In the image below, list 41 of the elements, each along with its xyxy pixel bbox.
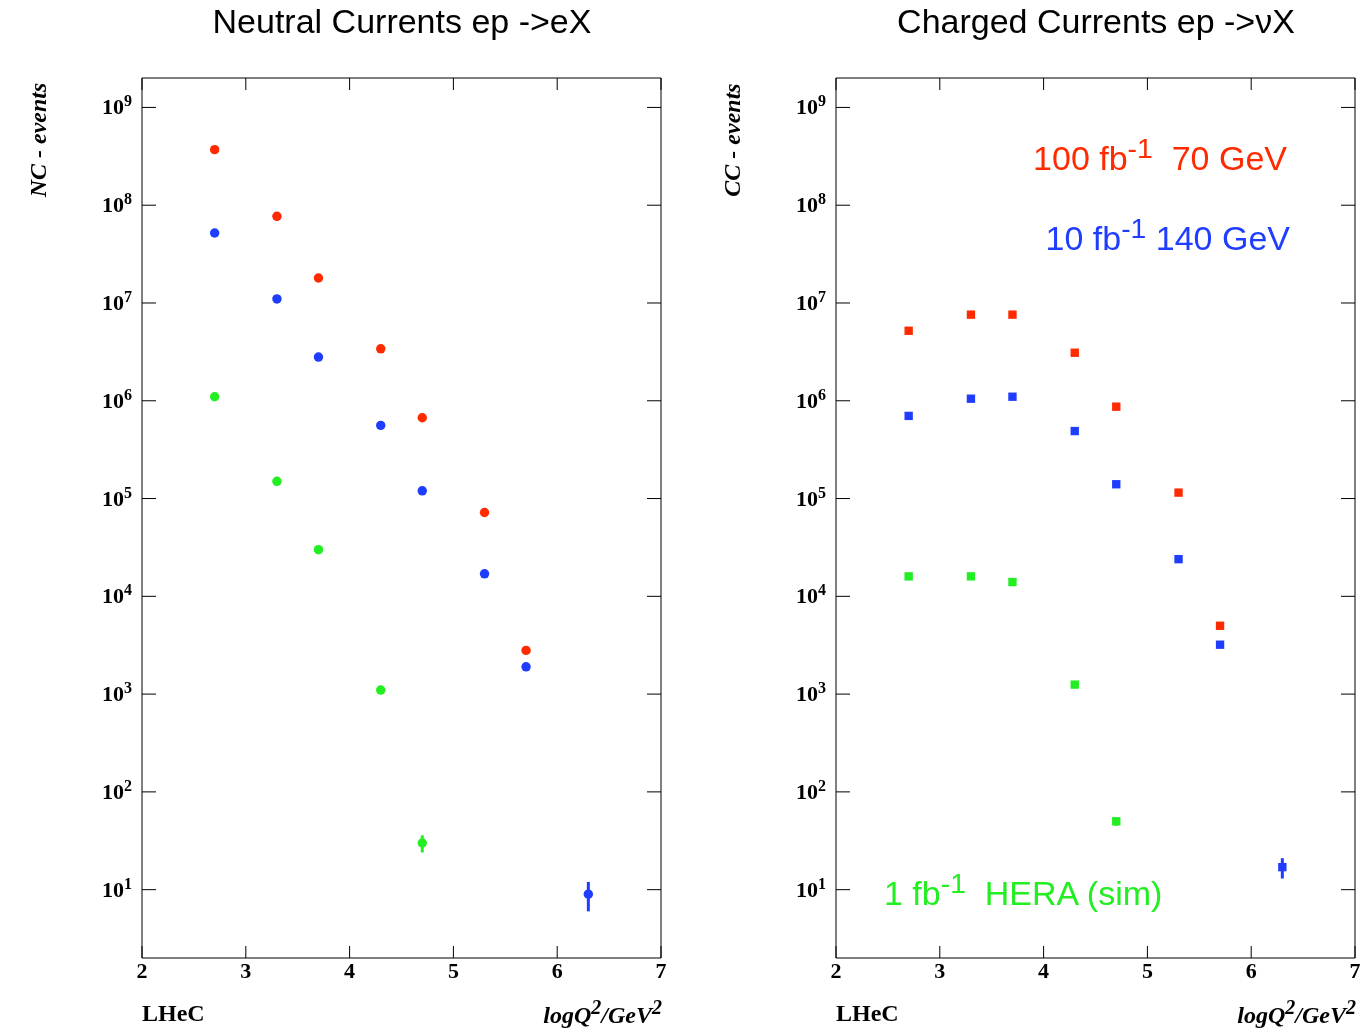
text: 10 fb$^{-1}$ 140 GeV (1045, 212, 1290, 259)
y-tick-label: 10$^{7}$ (796, 287, 826, 315)
x-tick-label: 6 (551, 957, 563, 983)
x-axis-title: logQ$^{2}$/GeV$^{2}$ (1237, 996, 1356, 1029)
text: 100 fb$^{-1}$ 70 GeV (1033, 132, 1287, 179)
y-tick-label: 10$^{7}$ (102, 287, 132, 315)
y-tick-label: 10$^{6}$ (796, 385, 826, 413)
y-tick-label: 10$^{3}$ (102, 678, 132, 707)
x-tick-label: 7 (655, 957, 667, 983)
y-tick-label: 10$^{4}$ (796, 580, 826, 609)
text: LHeC (836, 1000, 899, 1027)
chart-title: Charged Currents ep ->νX (896, 2, 1296, 41)
y-tick-label: 10$^{2}$ (796, 776, 826, 804)
y-tick-label: 10$^{9}$ (796, 91, 826, 120)
y-tick-label: 10$^{5}$ (796, 483, 826, 511)
series-label: 1 fb$^{-1}$ HERA (sim) (884, 867, 1163, 914)
y-axis-title: NC - events (24, 82, 52, 198)
text: LHeC (142, 1000, 205, 1027)
x-tick-label: 5 (1141, 957, 1153, 983)
y-tick-label: 10$^{8}$ (102, 189, 132, 218)
x-tick-label: 6 (1245, 957, 1257, 983)
y-tick-label: 10$^{4}$ (102, 580, 132, 609)
y-tick-label: 10$^{1}$ (102, 874, 132, 902)
x-tick-label: 5 (447, 957, 459, 983)
chart-title: Neutral Currents ep ->eX (211, 2, 593, 41)
x-axis-title: logQ$^{2}$/GeV$^{2}$ (543, 996, 662, 1029)
y-tick-label: 10$^{1}$ (796, 874, 826, 902)
y-tick-label: 10$^{3}$ (796, 678, 826, 707)
x-tick-label: 3 (934, 957, 946, 983)
y-tick-label: 10$^{8}$ (796, 189, 826, 218)
y-tick-label: 10$^{6}$ (102, 385, 132, 413)
x-tick-label: 2 (136, 957, 148, 983)
x-tick-label: 3 (240, 957, 252, 983)
x-tick-label: 2 (830, 957, 842, 983)
y-tick-label: 10$^{2}$ (102, 776, 132, 804)
x-tick-label: 4 (1038, 957, 1050, 983)
x-tick-label: 4 (344, 957, 356, 983)
y-axis-title: CC - events (718, 83, 746, 197)
x-tick-label: 7 (1349, 957, 1361, 983)
y-tick-label: 10$^{5}$ (102, 483, 132, 511)
y-tick-label: 10$^{9}$ (102, 91, 132, 120)
